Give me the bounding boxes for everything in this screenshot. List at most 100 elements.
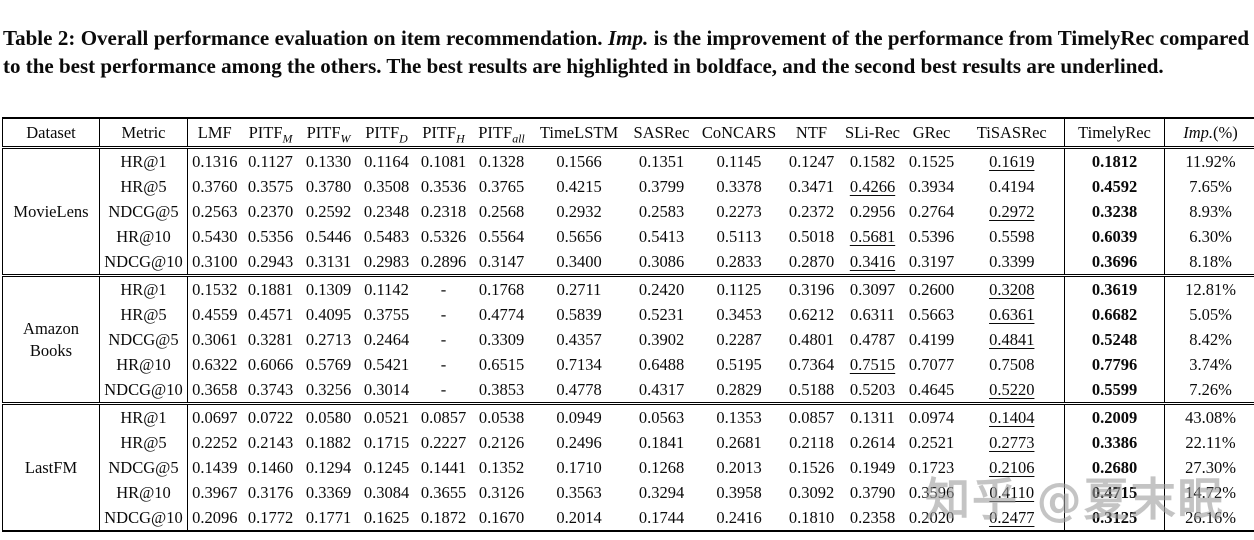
value-cell: 0.1268 <box>638 458 685 477</box>
value-cell: 0.3853 <box>471 377 532 405</box>
value-cell: 0.5656 <box>556 227 602 246</box>
value-cell: 0.3958 <box>716 483 762 502</box>
value-cell: 0.4317 <box>626 377 697 405</box>
metric-cell: HR@5 <box>99 174 188 199</box>
value-cell: 0.2464 <box>363 330 410 349</box>
value-cell: 0.0538 <box>478 408 525 427</box>
value-cell: 0.4095 <box>305 305 352 324</box>
value-cell: 0.1460 <box>247 458 294 477</box>
table-row: HR@10 0.3967 0.3176 0.3369 0.3084 0.3655 0.312… <box>3 480 1254 505</box>
value-cell: 0.3256 <box>299 377 358 405</box>
value-cell: 0.2318 <box>420 202 467 221</box>
value-cell: 0.7134 <box>556 355 602 374</box>
value-cell: 0.1125 <box>716 280 762 299</box>
value-cell: 0.3563 <box>556 483 602 502</box>
value-cell: 0.2118 <box>789 433 834 452</box>
value-cell: 0.1525 <box>908 152 955 171</box>
value-cell: 0.3790 <box>849 483 896 502</box>
value-cell: 0.3400 <box>531 249 627 277</box>
metric-cell: NDCG@5 <box>99 455 188 480</box>
value-cell: 0.1351 <box>638 152 685 171</box>
value-cell: 0.4357 <box>556 330 602 349</box>
value-cell: 0.4801 <box>788 330 835 349</box>
value-cell: 0.3309 <box>478 330 525 349</box>
col-header-method: PITFall <box>471 118 532 149</box>
value-cell: 0.2932 <box>556 202 602 221</box>
dataset-cell: Amazon Books <box>2 275 100 405</box>
col-header-timelyrec: TimelyRec <box>1064 118 1165 149</box>
value-cell: 0.1810 <box>788 508 835 527</box>
metric-cell: HR@10 <box>99 352 188 377</box>
value-cell: 0.0563 <box>638 408 685 427</box>
imp-cell: 26.16% <box>1185 508 1236 527</box>
value-cell: 0.0949 <box>556 408 602 427</box>
value-cell: 0.5018 <box>788 227 835 246</box>
value-cell: 0.2681 <box>716 433 762 452</box>
col-header-method: LMF <box>187 118 242 149</box>
value-cell: 0.0974 <box>908 408 955 427</box>
value-cell: 0.3596 <box>908 483 955 502</box>
value-cell: 0.3014 <box>357 377 416 405</box>
value-cell: 0.4110 <box>959 480 1065 505</box>
value-cell: 0.5483 <box>363 227 410 246</box>
value-cell: 0.5220 <box>959 377 1065 405</box>
value-cell: 0.7515 <box>849 355 896 374</box>
value-cell: 0.2614 <box>849 433 896 452</box>
value-cell: 0.5681 <box>849 227 896 246</box>
results-table: Dataset Metric LMF PITFM PITFW PITFD PITFH PITF… <box>2 117 1254 532</box>
value-cell: 0.1247 <box>788 152 835 171</box>
timelyrec-cell: 0.2009 <box>1064 403 1165 430</box>
col-header-method: TiSASRec <box>959 118 1065 149</box>
metric-cell: NDCG@10 <box>99 249 188 277</box>
value-cell: 0.0857 <box>420 408 467 427</box>
value-cell: 0.3399 <box>959 249 1065 277</box>
value-cell: 0.0580 <box>305 408 352 427</box>
value-cell: 0.2126 <box>478 433 525 452</box>
value-cell: 0.1294 <box>305 458 352 477</box>
value-cell: 0.5663 <box>908 305 955 324</box>
value-cell: 0.2477 <box>959 505 1065 531</box>
value-cell: 0.1439 <box>192 458 238 477</box>
value-cell: 0.6515 <box>478 355 525 374</box>
value-cell: - <box>415 377 472 405</box>
value-cell: 0.1142 <box>364 280 409 299</box>
timelyrec-cell: 0.4715 <box>1064 480 1165 505</box>
table-row: NDCG@5 0.2563 0.2370 0.2592 0.2348 0.2318 0.25… <box>3 199 1254 224</box>
col-header-method: CoNCARS <box>696 118 782 149</box>
caption-text-2: is the improvement of the performance fr… <box>3 26 1249 78</box>
value-cell: 0.3536 <box>420 177 467 196</box>
table-row: NDCG@5 0.3061 0.3281 0.2713 0.2464 - 0.3309 0.4… <box>3 327 1254 352</box>
value-cell: 0.3471 <box>788 177 835 196</box>
value-cell: 0.5430 <box>192 227 238 246</box>
value-cell: 0.5413 <box>638 227 685 246</box>
value-cell: - <box>440 305 447 324</box>
dataset-cell: MovieLens <box>2 147 100 277</box>
imp-cell: 27.30% <box>1185 458 1236 477</box>
value-cell: 0.3799 <box>638 177 685 196</box>
value-cell: 0.1625 <box>363 508 410 527</box>
value-cell: 0.5195 <box>716 355 762 374</box>
value-cell: 0.3508 <box>363 177 410 196</box>
value-cell: 0.3208 <box>959 275 1065 302</box>
value-cell: 0.1566 <box>556 152 602 171</box>
imp-cell: 14.72% <box>1185 483 1236 502</box>
value-cell: 0.7077 <box>908 355 955 374</box>
imp-cell: 43.08% <box>1185 408 1236 427</box>
value-cell: 0.2252 <box>192 433 238 452</box>
value-cell: 0.2416 <box>716 508 762 527</box>
value-cell: 0.3902 <box>638 330 685 349</box>
imp-cell: 6.30% <box>1189 227 1232 246</box>
value-cell: 0.0521 <box>363 408 410 427</box>
value-cell: 0.2370 <box>247 202 294 221</box>
value-cell: 0.6212 <box>788 305 835 324</box>
value-cell: 0.4215 <box>556 177 602 196</box>
col-header-imp: Imp.(%) <box>1164 118 1254 149</box>
value-cell: 0.1772 <box>247 508 294 527</box>
value-cell: 0.4774 <box>478 305 525 324</box>
value-cell: 0.2956 <box>849 202 896 221</box>
timelyrec-cell: 0.1812 <box>1064 147 1165 174</box>
value-cell: 0.2583 <box>638 202 685 221</box>
value-cell: 0.2420 <box>638 280 685 299</box>
header-row: Dataset Metric LMF PITFM PITFW PITFD PITFH PITF… <box>2 118 1254 149</box>
value-cell: 0.1532 <box>192 280 238 299</box>
